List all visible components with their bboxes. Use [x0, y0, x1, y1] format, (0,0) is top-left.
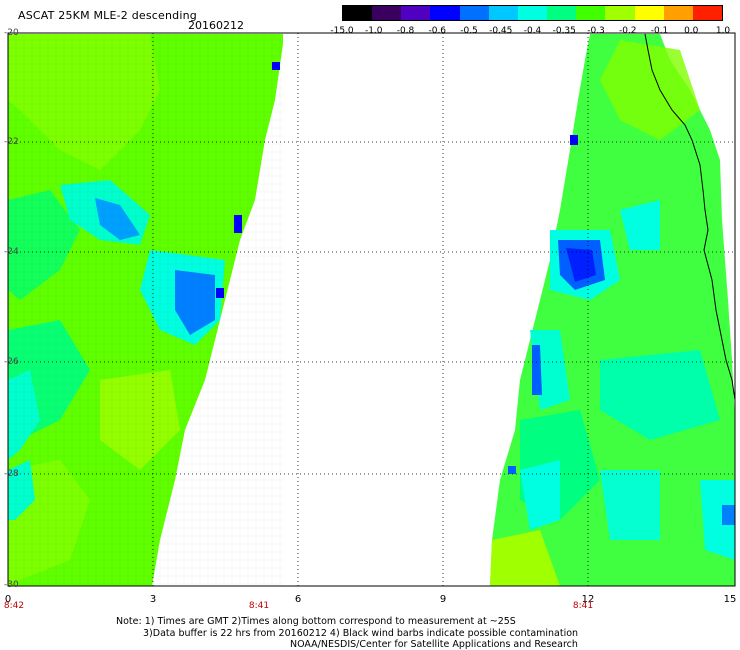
colorbar-swatch: [547, 6, 577, 20]
colorbar-swatch: [488, 6, 518, 20]
x-tick-label: 6: [294, 594, 302, 605]
colorbar-swatch: [692, 6, 723, 20]
left-swath: [8, 34, 283, 586]
colorbar: [342, 5, 723, 21]
colorbar-swatch: [372, 6, 402, 20]
colorbar-swatch: [663, 6, 693, 20]
colorbar-label: -0.3: [587, 26, 605, 36]
colorbar-swatch: [605, 6, 635, 20]
y-tick-label: -30: [4, 580, 19, 590]
time-label: 8:41: [572, 601, 594, 611]
colorbar-label: -1.0: [364, 26, 383, 36]
colorbar-label: -15.0: [330, 26, 354, 36]
y-tick-label: -24: [4, 247, 19, 257]
colorbar-label: -0.5: [460, 26, 478, 36]
x-tick-label: 9: [439, 594, 447, 605]
note-line-3: NOAA/NESDIS/Center for Satellite Applica…: [290, 639, 578, 650]
colorbar-label: -0.6: [428, 26, 447, 36]
x-tick-label: 3: [149, 594, 157, 605]
colorbar-swatch: [430, 6, 460, 20]
colorbar-label: -0.8: [396, 26, 415, 36]
colorbar-label: -0.35: [552, 26, 576, 36]
colorbar-label: -0.45: [489, 26, 513, 36]
colorbar-label: 1.0: [715, 26, 731, 36]
y-tick-label: -28: [4, 469, 19, 479]
y-tick-label: -22: [4, 137, 19, 147]
note-line-2: 3)Data buffer is 22 hrs from 20160212 4)…: [143, 628, 579, 639]
colorbar-label: 0.0: [684, 26, 699, 36]
x-tick-label: 12: [581, 594, 595, 605]
graticule: [8, 33, 735, 586]
y-tick-label: -20: [4, 28, 19, 38]
time-label: 8:42: [3, 601, 25, 611]
time-label: 8:41: [248, 601, 270, 611]
colorbar-labels: -15.0 -1.0 -0.8 -0.6 -0.5 -0.45 -0.4 -0.35 -0.3 -…: [330, 26, 730, 38]
colorbar-swatch: [401, 6, 431, 20]
x-tick-label: 0: [4, 594, 12, 605]
x-tick-label: 15: [723, 594, 737, 605]
note-line-1: Note: 1) Times are GMT 2)Times along bot…: [116, 616, 516, 627]
y-tick-label: -26: [4, 357, 19, 367]
colorbar-swatch: [343, 6, 373, 20]
colorbar-swatch: [576, 6, 606, 20]
colorbar-swatch: [634, 6, 664, 20]
colorbar-label: -0.1: [650, 26, 669, 36]
colorbar-swatch: [517, 6, 548, 20]
right-swath: [490, 33, 736, 586]
map-title: ASCAT 25KM MLE-2 descending: [18, 9, 197, 22]
colorbar-label: -0.4: [523, 26, 542, 36]
colorbar-label: -0.2: [618, 26, 637, 36]
colorbar-swatch: [459, 6, 489, 20]
coastline: [644, 33, 736, 401]
map-date: 20160212: [188, 19, 244, 32]
